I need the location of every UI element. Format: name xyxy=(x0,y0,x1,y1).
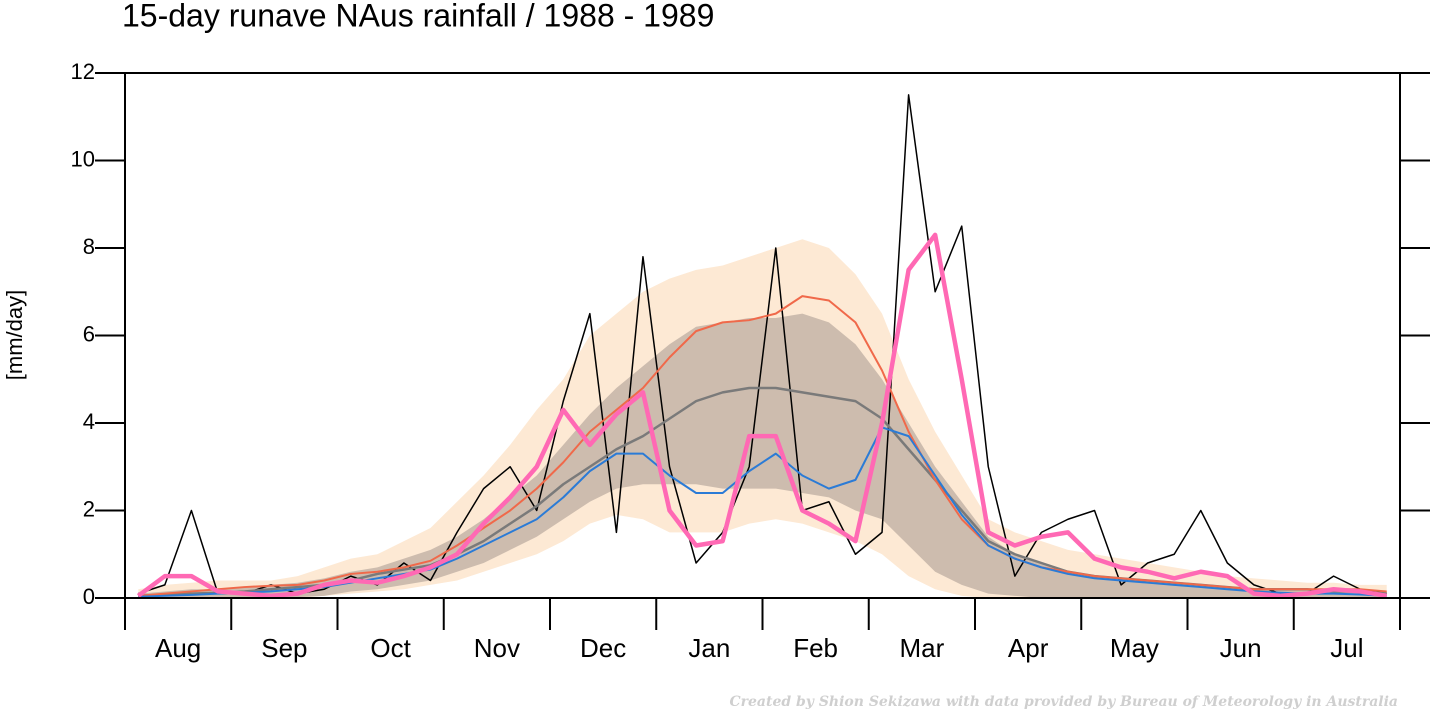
y-tick-label: 2 xyxy=(83,496,95,521)
x-tick-label: Oct xyxy=(370,633,411,663)
y-tick-label: 12 xyxy=(71,59,95,84)
footer-credit: Created by Shion Sekizawa with data prov… xyxy=(729,694,1398,710)
y-tick-label: 10 xyxy=(71,146,95,171)
x-tick-label: May xyxy=(1110,633,1159,663)
y-tick-label: 6 xyxy=(83,321,95,346)
x-tick-label: Dec xyxy=(580,633,626,663)
y-tick-label: 4 xyxy=(83,409,95,434)
series-line xyxy=(136,232,1388,599)
series-line xyxy=(138,295,1387,597)
x-tick-label: Jan xyxy=(688,633,730,663)
x-tick-label: Nov xyxy=(474,633,520,663)
y-tick-label: 8 xyxy=(83,234,95,259)
x-tick-label: Sep xyxy=(261,633,307,663)
x-tick-label: Jun xyxy=(1220,633,1262,663)
range-band xyxy=(138,313,1387,598)
chart-title: 15-day runave NAus rainfall / 1988 - 198… xyxy=(122,0,714,33)
y-tick-label: 0 xyxy=(83,584,95,609)
y-axis-label: [mm/day] xyxy=(2,290,27,380)
x-tick-label: Apr xyxy=(1008,633,1049,663)
series-line xyxy=(138,94,1387,595)
x-tick-label: Aug xyxy=(155,633,201,663)
x-tick-label: Jul xyxy=(1330,633,1363,663)
x-tick-label: Mar xyxy=(899,633,944,663)
x-tick-label: Feb xyxy=(793,633,838,663)
